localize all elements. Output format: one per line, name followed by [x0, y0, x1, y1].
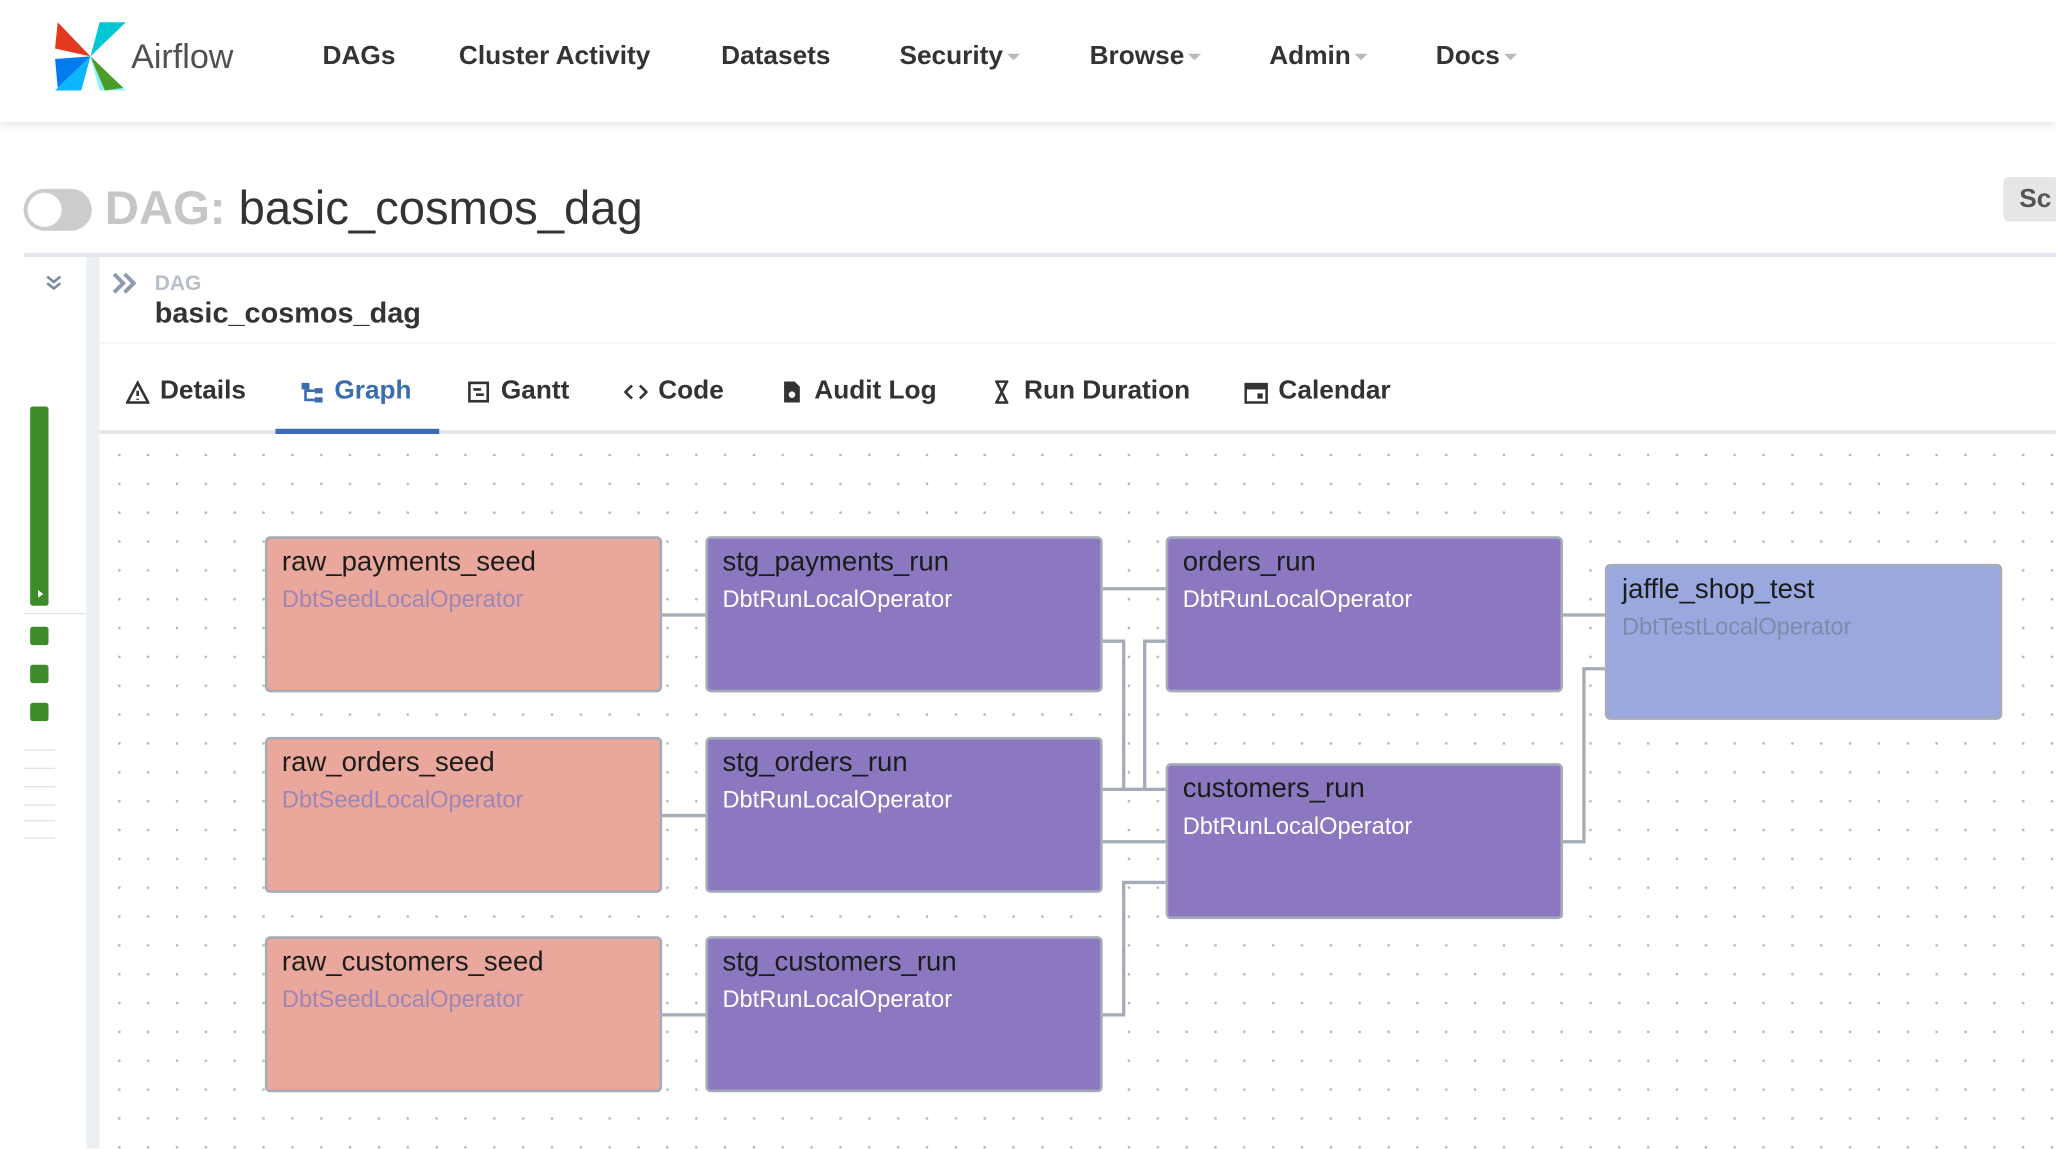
top-bar: Airflow DAGs Cluster Activity Datasets Secu… [0, 0, 2056, 122]
nav-item[interactable]: Browse [1090, 42, 1202, 72]
task-name: raw_payments_seed [281, 546, 536, 577]
task-name: raw_orders_seed [281, 747, 495, 778]
tab-label: Calendar [1278, 376, 1391, 406]
nav-item[interactable]: Security [899, 42, 1021, 72]
tab-icon [1244, 382, 1268, 404]
tab-label: Code [658, 376, 724, 406]
task-operator: DbtSeedLocalOperator [281, 586, 524, 613]
edges [662, 587, 1605, 1017]
tab[interactable]: Calendar [1244, 376, 1391, 406]
nav-item[interactable]: DAGs [322, 41, 396, 71]
run-bar[interactable] [30, 406, 49, 606]
task-node[interactable]: raw_payments_seed DbtSeedLocalOperator [264, 536, 663, 693]
nav-item[interactable]: Cluster Activity [458, 41, 651, 71]
task-operator: DbtRunLocalOperator [722, 786, 953, 813]
tab[interactable]: Graph [300, 376, 412, 406]
expand-icon[interactable] [110, 270, 141, 296]
tab-icon [995, 379, 1009, 404]
task-operator: DbtSeedLocalOperator [281, 786, 524, 813]
divider [99, 342, 2056, 344]
pause-toggle[interactable] [23, 188, 92, 231]
sidebar-splitter [86, 256, 100, 1149]
task-node[interactable]: raw_orders_seed DbtSeedLocalOperator [264, 736, 663, 893]
tab-label: Graph [334, 376, 412, 406]
logo[interactable] [52, 20, 128, 93]
task-name: stg_payments_run [722, 546, 950, 577]
task-name: jaffle_shop_test [1621, 574, 1815, 605]
task-operator: DbtRunLocalOperator [722, 586, 953, 613]
task-name: raw_customers_seed [281, 946, 544, 977]
tab-icon [784, 380, 800, 402]
tab[interactable]: Gantt [467, 376, 570, 406]
task-operator: DbtRunLocalOperator [722, 986, 953, 1013]
dag-prefix: DAG: [104, 180, 226, 235]
tab-icon [624, 383, 648, 399]
task-name: stg_orders_run [722, 747, 908, 778]
task-node[interactable]: orders_run DbtRunLocalOperator [1165, 536, 1563, 693]
dag-name: basic_cosmos_dag [238, 180, 643, 235]
task-name: stg_customers_run [722, 946, 957, 977]
schedule-button[interactable]: Sc [2003, 177, 2056, 222]
task-node[interactable]: raw_customers_seed DbtSeedLocalOperator [264, 936, 663, 1093]
tab[interactable]: Details [125, 376, 246, 406]
tab-label: Run Duration [1024, 376, 1191, 406]
run-grid [23, 275, 87, 839]
tab-label: Gantt [500, 376, 570, 406]
tab[interactable]: Code [624, 376, 724, 406]
nav-item[interactable]: Datasets [721, 41, 831, 71]
task-node[interactable]: stg_orders_run DbtRunLocalOperator [705, 736, 1103, 893]
task-operator: DbtRunLocalOperator [1182, 586, 1413, 613]
breadcrumb-label: DAG [154, 272, 202, 296]
task-node[interactable]: jaffle_shop_test DbtTestLocalOperator [1604, 563, 2003, 720]
breadcrumb-name[interactable]: basic_cosmos_dag [154, 296, 421, 330]
task-node[interactable]: customers_run DbtRunLocalOperator [1165, 763, 1563, 920]
tab-icon [125, 379, 150, 404]
nav-item[interactable]: Docs [1436, 42, 1517, 72]
tab-underline [99, 430, 2056, 435]
task-operator: DbtSeedLocalOperator [281, 986, 524, 1013]
dag-title: DAG: basic_cosmos_dag [105, 181, 643, 236]
tab[interactable]: Run Duration [990, 376, 1190, 406]
task-name: customers_run [1182, 773, 1365, 804]
task-node[interactable]: stg_payments_run DbtRunLocalOperator [705, 536, 1103, 693]
active-tab-indicator [275, 428, 440, 435]
task-operator: DbtTestLocalOperator [1621, 613, 1852, 640]
brand[interactable]: Airflow [131, 36, 234, 77]
tab[interactable]: Audit Log [780, 376, 937, 406]
divider [23, 253, 2056, 257]
tab-icon [468, 380, 490, 402]
tab-label: Details [159, 376, 246, 406]
nav-item[interactable]: Admin [1269, 42, 1368, 72]
tab-label: Audit Log [814, 376, 937, 406]
task-name: orders_run [1182, 546, 1316, 577]
tab-icon [301, 382, 323, 402]
task-node[interactable]: stg_customers_run DbtRunLocalOperator [705, 936, 1103, 1093]
task-operator: DbtRunLocalOperator [1182, 812, 1413, 840]
